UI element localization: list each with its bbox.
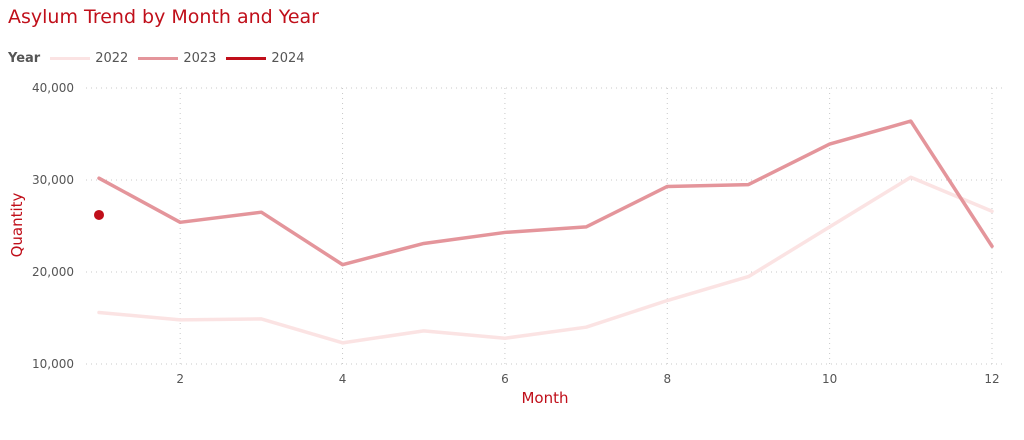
series-line-2022[interactable] [97, 175, 994, 345]
y-tick-label: 20,000 [32, 265, 74, 279]
legend-swatch-2024 [226, 56, 267, 60]
y-tick-label: 30,000 [32, 173, 74, 187]
x-axis-title: Month [521, 389, 568, 407]
y-tick-label: 40,000 [32, 81, 74, 95]
legend-item-2024[interactable]: 2024 [226, 50, 305, 66]
y-axis: 10,000 20,000 30,000 40,000 [32, 81, 74, 371]
legend-title: Year [8, 50, 41, 66]
x-tick-label: 4 [339, 372, 347, 386]
x-axis: 2 4 6 8 10 12 [176, 372, 999, 386]
legend-label-2022: 2022 [95, 50, 129, 66]
y-tick-label: 10,000 [32, 357, 74, 371]
y-axis-title: Quantity [8, 192, 26, 257]
x-tick-label: 12 [984, 372, 999, 386]
data-point-2024[interactable] [94, 209, 104, 220]
series-line-2023[interactable] [97, 119, 994, 267]
legend-label-2023: 2023 [183, 50, 217, 66]
x-tick-label: 6 [501, 372, 509, 386]
grid [86, 87, 1005, 365]
legend-item-2023[interactable]: 2023 [138, 51, 216, 66]
legend: Year 2022 2023 2024 [8, 48, 315, 68]
chart-title: Asylum Trend by Month and Year [8, 6, 319, 28]
x-tick-label: 2 [176, 372, 184, 386]
x-tick-label: 8 [663, 372, 671, 386]
legend-item-2022[interactable]: 2022 [50, 51, 128, 66]
series-lines [94, 119, 994, 345]
legend-swatch-2022 [50, 56, 91, 60]
legend-swatch-2023 [138, 56, 179, 60]
x-tick-label: 10 [822, 372, 837, 386]
legend-label-2024: 2024 [271, 50, 305, 66]
